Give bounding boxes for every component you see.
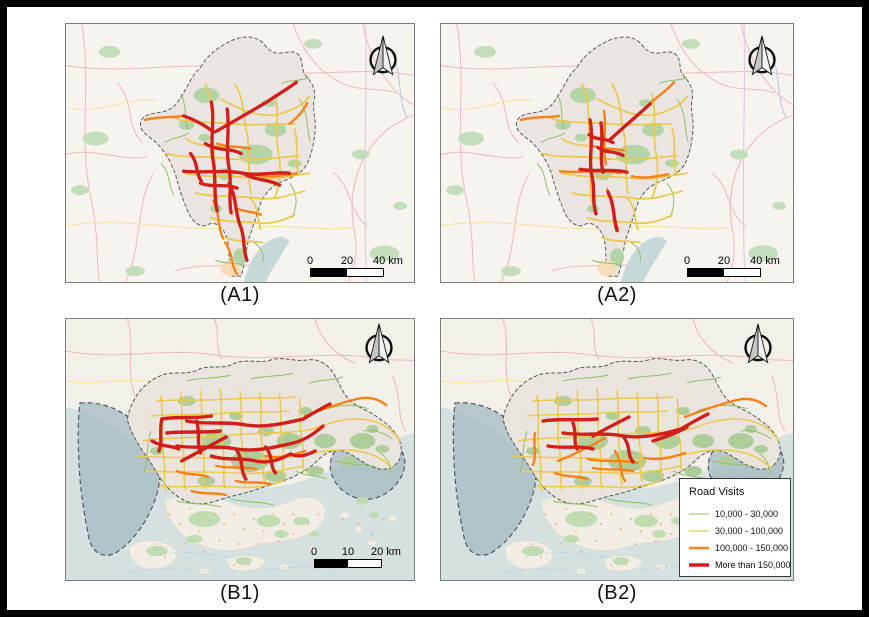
panel-caption-a1: (A1) xyxy=(220,284,260,306)
legend-swatch-green-line xyxy=(689,512,709,515)
panel-caption-a2: (A2) xyxy=(597,284,637,306)
scale-bar-graphic xyxy=(687,268,761,277)
north-arrow-icon xyxy=(365,322,393,364)
map-image-a2 xyxy=(441,24,793,282)
legend-swatch-yellow-line xyxy=(689,529,709,532)
map-image-a1 xyxy=(66,24,414,282)
panel-caption-b2: (B2) xyxy=(597,582,637,604)
map-panel-a2: 0 20 40 km xyxy=(440,23,794,283)
map-panel-b1: 0 10 20 km xyxy=(65,318,415,581)
legend-swatch-orange-line xyxy=(689,546,709,549)
legend-item: 100,000 - 150,000 xyxy=(689,539,789,556)
map-panel-b2: Road Visits 10,000 - 30,000 30,000 - 100… xyxy=(440,318,794,581)
scale-bar: 0 20 40 km xyxy=(306,255,403,277)
scale-bar: 0 20 40 km xyxy=(683,255,780,277)
map-panel-a1: 0 20 40 km xyxy=(65,23,415,283)
scale-bar: 0 10 20 km xyxy=(310,546,401,568)
legend-item: More than 150,000 xyxy=(689,556,791,573)
scale-tick: 40 km xyxy=(373,255,403,267)
legend-class-label: 30,000 - 100,000 xyxy=(715,525,784,536)
legend-item: 10,000 - 30,000 xyxy=(689,505,787,522)
legend-title: Road Visits xyxy=(689,486,745,498)
legend-class-label: 100,000 - 150,000 xyxy=(715,542,789,553)
legend-class-label: More than 150,000 xyxy=(715,559,791,570)
scale-tick: 10 xyxy=(341,546,355,558)
legend-class-label: 10,000 - 30,000 xyxy=(715,508,779,519)
north-arrow-icon xyxy=(748,34,776,76)
scale-tick: 20 xyxy=(717,255,731,267)
scale-bar-graphic xyxy=(310,268,384,277)
scale-bar-graphic xyxy=(314,559,382,568)
legend-item: 30,000 - 100,000 xyxy=(689,522,787,539)
north-arrow-icon xyxy=(369,34,397,76)
scale-tick: 40 km xyxy=(750,255,780,267)
panel-caption-b1: (B1) xyxy=(220,582,260,604)
scale-tick: 0 xyxy=(683,255,691,267)
scale-tick: 20 xyxy=(340,255,354,267)
legend-swatch-red-line xyxy=(689,562,709,567)
scale-tick: 0 xyxy=(306,255,314,267)
scale-tick: 0 xyxy=(310,546,318,558)
legend: Road Visits 10,000 - 30,000 30,000 - 100… xyxy=(679,478,791,577)
scale-tick: 20 km xyxy=(371,546,401,558)
north-arrow-icon xyxy=(744,322,772,364)
